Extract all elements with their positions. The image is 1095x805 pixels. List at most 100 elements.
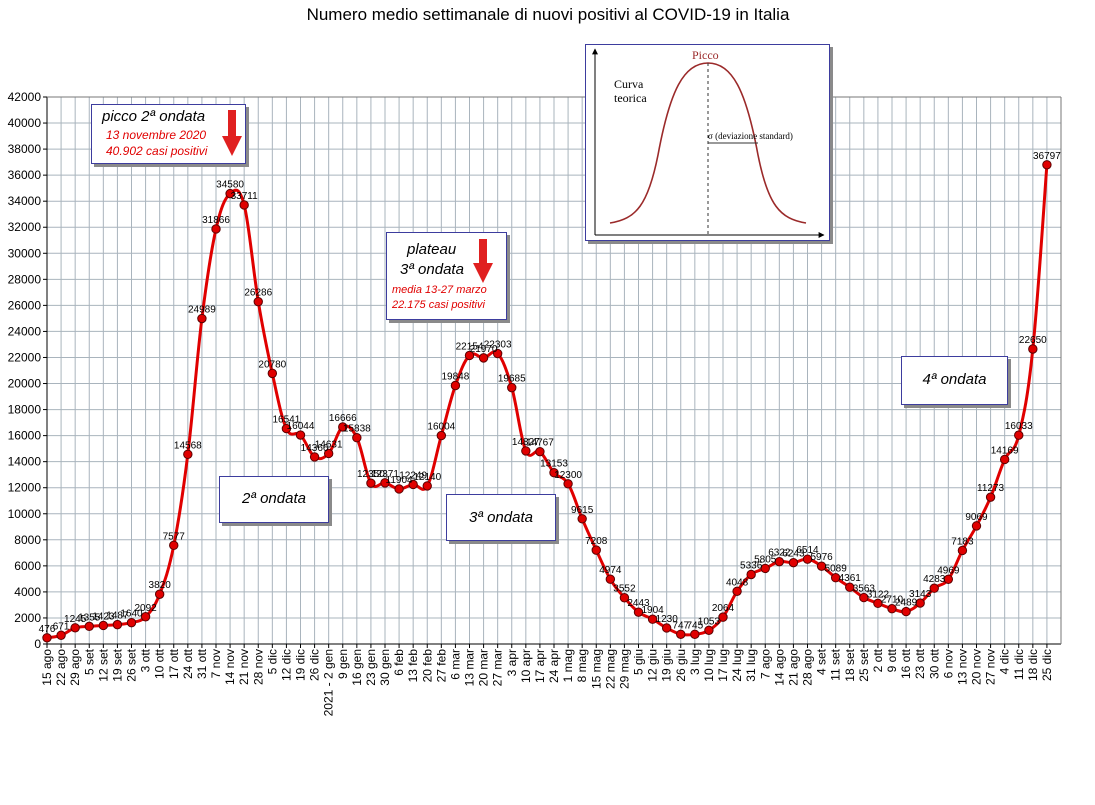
data-label: 6514 — [796, 545, 819, 556]
data-label: 14169 — [991, 445, 1019, 456]
data-label: 14827 — [512, 437, 540, 448]
data-label: 20780 — [258, 359, 286, 370]
label-third-wave-text: 3ª ondata — [469, 509, 533, 526]
x-tick-label: 17 apr — [533, 649, 547, 683]
x-tick-label: 24 apr — [547, 649, 561, 683]
y-tick-labels: 0 2000 4000 6000 8000 10000 12000 14000 16000 180… — [8, 90, 42, 651]
annotation-plateau-title-2: 3ª ondata — [400, 261, 464, 278]
data-label: 3122 — [867, 589, 890, 600]
data-point — [338, 422, 348, 432]
data-label: 476 — [39, 624, 56, 635]
data-point — [943, 574, 954, 584]
x-tick-label: 26 dic — [308, 649, 322, 681]
x-tick-label: 6 mar — [448, 649, 462, 680]
label-second-wave: 2ª ondata — [219, 476, 329, 523]
data-label: 3563 — [853, 584, 876, 595]
x-tick-label: 24 ott — [181, 648, 195, 679]
data-point — [56, 630, 66, 640]
data-label: 12350 — [357, 469, 385, 480]
data-point — [70, 623, 80, 633]
data-point — [42, 633, 52, 643]
data-point — [436, 430, 447, 441]
data-label: 15838 — [343, 424, 371, 435]
x-tick-label: 27 nov — [984, 649, 998, 685]
x-tick-label: 4 dic — [998, 649, 1012, 674]
x-tick-label: 11 dic — [1012, 649, 1026, 680]
data-label: 21970 — [470, 344, 498, 355]
x-tick-label: 19 dic — [294, 649, 308, 681]
y-tick-label: 4000 — [14, 585, 41, 599]
label-fourth-wave-text: 4ª ondata — [922, 371, 987, 388]
annotation-peak-title: picco 2ª ondata — [102, 108, 206, 125]
x-tick-label: 6 feb — [392, 649, 406, 676]
x-tick-label: 16 gen — [350, 649, 364, 686]
x-tick-label: 9 gen — [336, 649, 350, 679]
y-tick-label: 12000 — [8, 481, 42, 495]
x-tick-label: 27 feb — [434, 649, 448, 683]
data-label: 36797 — [1033, 151, 1061, 162]
data-point — [323, 448, 334, 459]
y-tick-label: 42000 — [8, 90, 42, 104]
data-label: 16033 — [1005, 421, 1033, 432]
x-tick-label: 5 dic — [265, 649, 279, 674]
x-tick-label: 12 giu — [646, 649, 660, 682]
data-label: 16004 — [427, 422, 455, 433]
data-label: 6243 — [782, 549, 805, 560]
data-point — [408, 479, 418, 490]
data-point — [859, 592, 869, 603]
data-point — [746, 569, 756, 580]
x-tick-label: 12 dic — [279, 649, 293, 681]
data-point — [422, 481, 432, 491]
x-tick-label: 3 lug — [688, 649, 702, 675]
x-tick-label: 13 feb — [406, 649, 420, 683]
data-label: 745 — [686, 620, 703, 631]
label-second-wave-text: 2ª ondata — [242, 490, 306, 507]
data-points — [42, 160, 1052, 643]
y-tick-label: 2000 — [14, 611, 41, 625]
x-tick-label: 19 giu — [660, 649, 674, 682]
data-label: 9069 — [965, 512, 988, 523]
data-label: 3143 — [909, 589, 932, 600]
data-point — [1014, 430, 1024, 440]
data-label: 26286 — [244, 288, 272, 299]
y-tick-label: 16000 — [8, 429, 42, 443]
data-label: 3820 — [149, 580, 172, 591]
data-point — [84, 621, 94, 632]
data-label: 1423 — [92, 611, 115, 622]
data-label: 1487 — [106, 611, 129, 622]
x-tick-label: 8 mag — [575, 649, 589, 682]
x-tick-label: 30 ott — [927, 648, 941, 679]
data-point — [183, 449, 193, 459]
data-label: 7577 — [163, 531, 186, 542]
data-label: 5805 — [754, 554, 777, 565]
x-tick-label: 10 apr — [519, 649, 533, 683]
data-label: 4361 — [839, 573, 862, 584]
data-point — [591, 545, 601, 555]
data-point — [197, 313, 207, 324]
data-label: 16666 — [329, 413, 357, 424]
data-label: 4283 — [923, 574, 946, 585]
annotation-peak-second-wave: picco 2ª ondata 13 novembre 2020 40.902 … — [91, 104, 246, 164]
y-tick-label: 22000 — [8, 350, 42, 364]
data-label: 2064 — [712, 603, 735, 614]
data-point — [985, 492, 996, 502]
x-tick-label: 16 ott — [899, 648, 913, 679]
data-point — [619, 593, 630, 603]
data-label: 747 — [672, 620, 689, 631]
inset-theoretical-curve: Picco Curva teorica σ (deviazione standa… — [585, 44, 830, 241]
data-label: 7208 — [585, 536, 608, 547]
data-label: 1904 — [641, 605, 664, 616]
data-point — [211, 224, 221, 234]
annotation-plateau-dates: media 13-27 marzo — [392, 284, 487, 296]
y-tick-label: 34000 — [8, 194, 42, 208]
inset-sigma-label: σ (deviazione standard) — [708, 131, 793, 141]
data-label: 5089 — [825, 564, 848, 575]
inset-peak-label: Picco — [692, 48, 719, 62]
x-tick-label: 23 ott — [913, 648, 927, 679]
x-tick-label: 15 ago — [40, 649, 54, 686]
x-tick-label: 18 set — [843, 648, 857, 681]
data-point — [915, 598, 925, 608]
data-point — [577, 514, 587, 524]
data-point — [633, 607, 644, 617]
data-point — [239, 200, 249, 210]
